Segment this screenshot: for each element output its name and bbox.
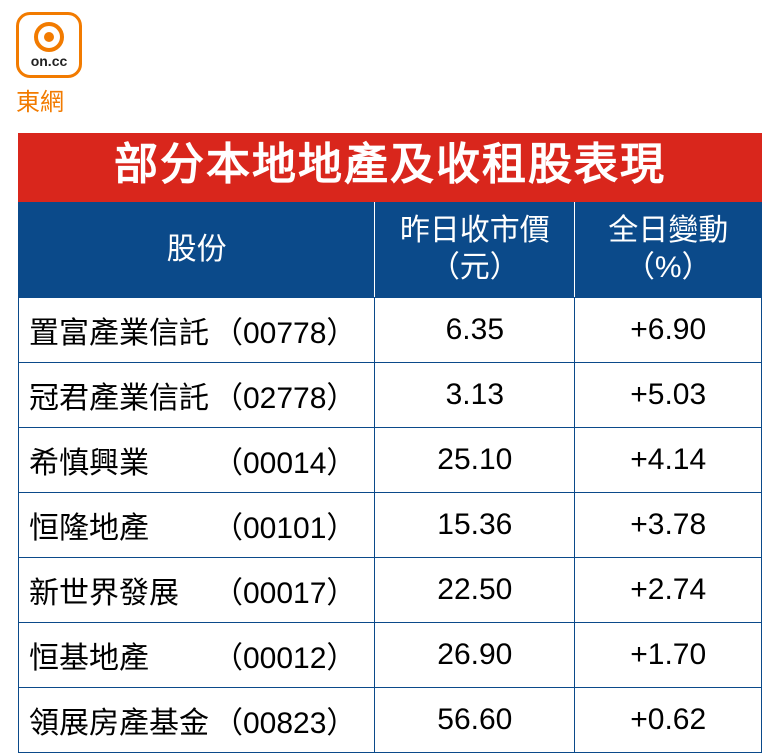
stock-name: 新世界發展: [29, 568, 209, 612]
table-row: 恒基地產 （00012）26.90+1.70: [19, 622, 761, 687]
logo-area: on.cc 東網: [0, 0, 780, 125]
cell-change: +3.78: [575, 493, 761, 557]
stock-code: （00778）: [213, 308, 356, 352]
cell-change: +4.14: [575, 428, 761, 492]
cell-stock: 領展房產基金（00823）: [19, 688, 375, 752]
cell-price: 56.60: [375, 688, 575, 752]
stock-code: （00017）: [213, 568, 356, 612]
cell-change: +1.70: [575, 623, 761, 687]
table-row: 領展房產基金（00823）56.60+0.62: [19, 687, 761, 752]
cell-price: 22.50: [375, 558, 575, 622]
stock-name: 恒隆地產: [29, 503, 209, 547]
table-header-row: 股份 昨日收市價 （元） 全日變動 （%）: [19, 202, 761, 297]
stock-code: （00823）: [213, 698, 356, 742]
stock-name: 恒基地產: [29, 633, 209, 677]
logo-text: on.cc: [31, 54, 68, 68]
header-label: （%）: [625, 249, 712, 287]
stock-table: 股份 昨日收市價 （元） 全日變動 （%） 置富產業信託（00778）6.35+…: [18, 202, 762, 753]
brand-label: 東網: [16, 82, 764, 117]
header-stock: 股份: [19, 202, 375, 297]
cell-change: +5.03: [575, 363, 761, 427]
stock-name: 領展房產基金: [29, 698, 209, 742]
table-row: 冠君產業信託（02778）3.13+5.03: [19, 362, 761, 427]
cell-change: +6.90: [575, 298, 761, 362]
table-row: 希慎興業 （00014）25.10+4.14: [19, 427, 761, 492]
stock-code: （00012）: [213, 633, 356, 677]
stock-name: 希慎興業: [29, 438, 209, 482]
cell-price: 6.35: [375, 298, 575, 362]
table-row: 恒隆地產 （00101）15.36+3.78: [19, 492, 761, 557]
header-label: 股份: [167, 231, 227, 269]
header-change: 全日變動 （%）: [575, 202, 761, 297]
logo-circle-icon: [34, 22, 64, 52]
cell-stock: 希慎興業 （00014）: [19, 428, 375, 492]
table-title: 部分本地地產及收租股表現: [18, 133, 762, 202]
cell-stock: 恒隆地產 （00101）: [19, 493, 375, 557]
cell-change: +0.62: [575, 688, 761, 752]
cell-price: 3.13: [375, 363, 575, 427]
header-label: 全日變動: [608, 212, 728, 250]
header-label: （元）: [430, 249, 520, 287]
header-price: 昨日收市價 （元）: [375, 202, 575, 297]
table-row: 置富產業信託（00778）6.35+6.90: [19, 297, 761, 362]
stock-code: （00014）: [213, 438, 356, 482]
cell-price: 15.36: [375, 493, 575, 557]
brand-logo: on.cc: [16, 12, 82, 78]
table-row: 新世界發展 （00017）22.50+2.74: [19, 557, 761, 622]
cell-price: 25.10: [375, 428, 575, 492]
cell-change: +2.74: [575, 558, 761, 622]
cell-stock: 冠君產業信託（02778）: [19, 363, 375, 427]
cell-price: 26.90: [375, 623, 575, 687]
stock-name: 置富產業信託: [29, 308, 209, 352]
stock-code: （02778）: [213, 373, 356, 417]
stock-name: 冠君產業信託: [29, 373, 209, 417]
cell-stock: 恒基地產 （00012）: [19, 623, 375, 687]
cell-stock: 新世界發展 （00017）: [19, 558, 375, 622]
cell-stock: 置富產業信託（00778）: [19, 298, 375, 362]
header-label: 昨日收市價: [400, 212, 550, 250]
stock-code: （00101）: [213, 503, 356, 547]
